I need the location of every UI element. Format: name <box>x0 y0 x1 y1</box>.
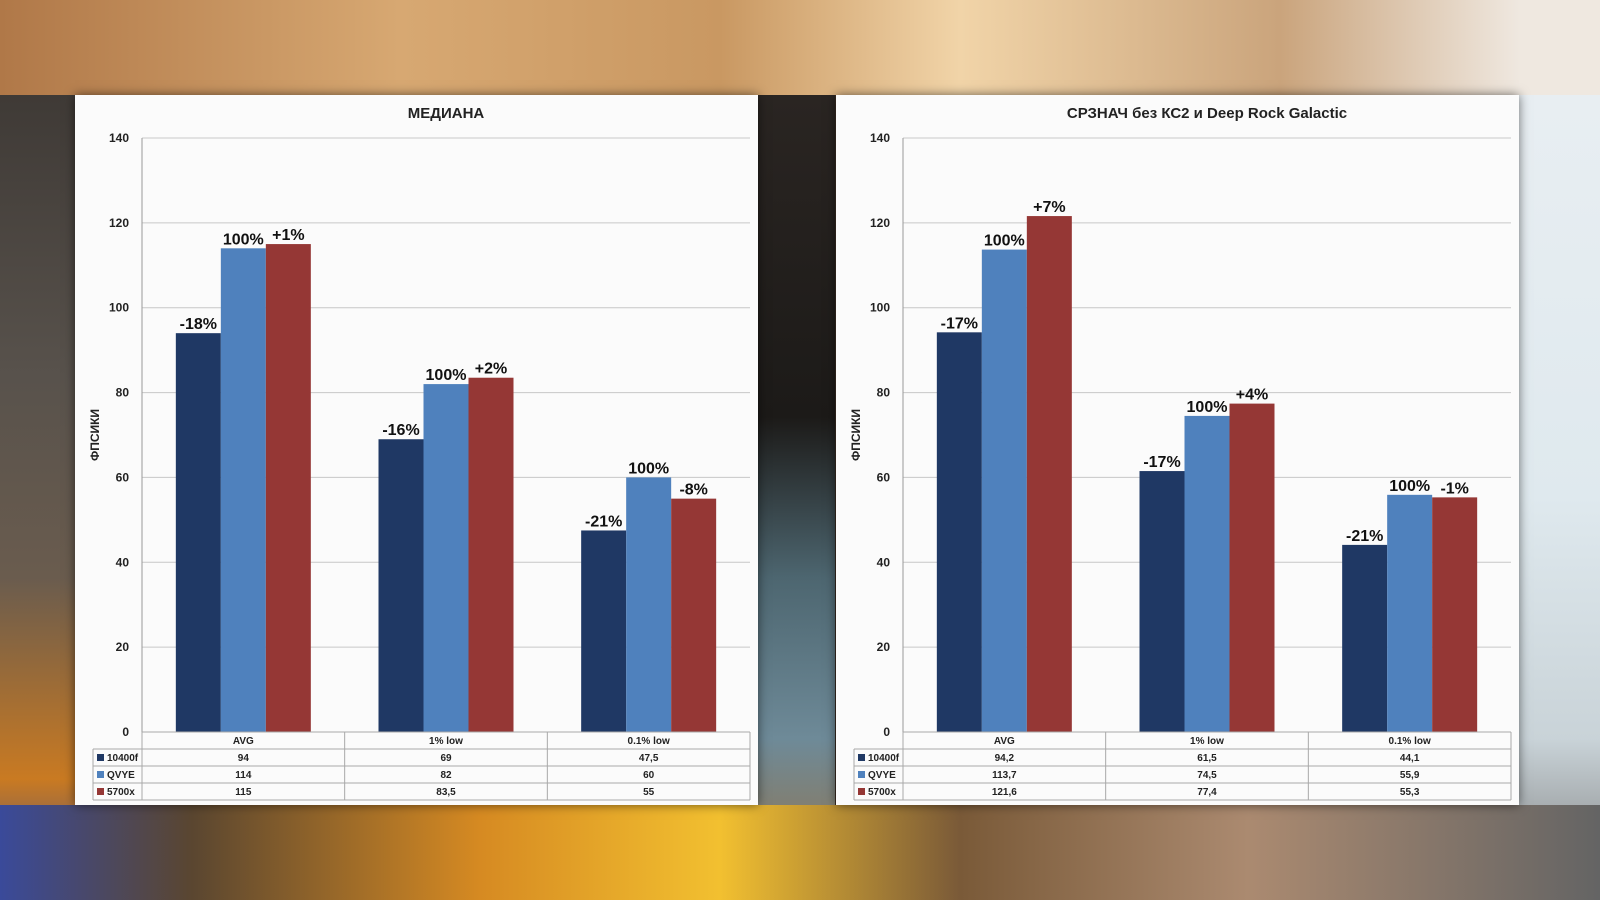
data-label: +7% <box>1033 199 1065 216</box>
legend-series-name: QVYE <box>107 770 135 781</box>
bar-QVYE <box>626 477 672 732</box>
bar-5700x <box>1432 497 1478 732</box>
y-tick-label: 100 <box>870 301 890 315</box>
y-tick-label: 0 <box>122 725 129 739</box>
bar-QVYE <box>1184 415 1230 732</box>
data-label: -18% <box>180 316 217 333</box>
data-label: -17% <box>1143 454 1180 471</box>
bar-10400f <box>378 439 424 732</box>
table-cell: 83,5 <box>436 787 456 798</box>
data-label: -8% <box>679 482 707 499</box>
chart-svg: МЕДИАНА ФПСИКИ 0 20 40 60 80 100 120 140 -18% -16% -… <box>88 105 751 801</box>
table-cell: 113,7 <box>992 770 1017 781</box>
table-cell: 94 <box>238 753 250 764</box>
data-label: -21% <box>585 513 622 530</box>
table-cell: 55,3 <box>1400 787 1420 798</box>
x-category-label: 0.1% low <box>1389 736 1431 747</box>
table-cell: 121,6 <box>992 787 1017 798</box>
bar-5700x <box>1229 403 1275 732</box>
data-label: 100% <box>1187 399 1228 416</box>
table-cell: 55,9 <box>1400 770 1420 781</box>
data-label: 100% <box>1389 478 1430 495</box>
y-axis-label: ФПСИКИ <box>88 409 102 461</box>
bar-10400f <box>1139 471 1185 732</box>
legend-swatch-QVYE <box>858 771 865 778</box>
bar-10400f <box>936 332 982 732</box>
bar-10400f <box>581 530 627 732</box>
legend-swatch-5700x <box>858 788 865 795</box>
bar-QVYE <box>220 248 266 733</box>
data-label: +4% <box>1236 387 1268 404</box>
legend-series-name: QVYE <box>868 770 896 781</box>
table-cell: 47,5 <box>639 753 659 764</box>
bar-10400f <box>175 333 221 732</box>
data-label: +2% <box>475 361 507 378</box>
chart-panel-median: МЕДИАНА ФПСИКИ 0 20 40 60 80 100 120 140 -18% -16% -… <box>75 95 758 805</box>
y-tick-label: 80 <box>116 386 130 400</box>
legend-series-name: 10400f <box>868 753 900 764</box>
x-category-label: AVG <box>233 736 254 747</box>
table-cell: 77,4 <box>1197 787 1217 798</box>
chart-svg: СРЗНАЧ без КС2 и Deep Rock Galactic ФПСИК… <box>849 105 1512 801</box>
data-label: 100% <box>984 233 1025 250</box>
y-tick-label: 20 <box>877 640 891 654</box>
data-label: 100% <box>426 367 467 384</box>
table-cell: 44,1 <box>1400 753 1420 764</box>
y-tick-label: 20 <box>116 640 130 654</box>
data-label: -1% <box>1440 480 1468 497</box>
table-cell: 61,5 <box>1197 753 1217 764</box>
table-cell: 55 <box>643 787 655 798</box>
table-cell: 114 <box>235 770 252 781</box>
y-tick-label: 120 <box>870 216 890 230</box>
table-cell: 74,5 <box>1197 770 1217 781</box>
data-label: 100% <box>223 231 264 248</box>
data-label: -21% <box>1346 528 1383 545</box>
bar-QVYE <box>1387 494 1433 732</box>
bar-5700x <box>671 498 717 732</box>
legend-swatch-5700x <box>97 788 104 795</box>
table-cell: 82 <box>440 770 452 781</box>
bar-10400f <box>1342 544 1388 732</box>
y-tick-label: 140 <box>870 131 890 145</box>
data-label: -16% <box>382 422 419 439</box>
bar-QVYE <box>981 249 1027 732</box>
y-tick-label: 80 <box>877 386 891 400</box>
legend-series-name: 5700x <box>868 787 896 798</box>
table-cell: 60 <box>643 770 655 781</box>
legend-series-name: 10400f <box>107 753 139 764</box>
bar-5700x <box>468 377 514 732</box>
table-cell: 69 <box>440 753 452 764</box>
x-category-label: 1% low <box>1190 736 1224 747</box>
y-tick-label: 40 <box>116 555 130 569</box>
y-tick-label: 60 <box>877 470 891 484</box>
y-axis-label: ФПСИКИ <box>849 409 863 461</box>
legend-series-name: 5700x <box>107 787 135 798</box>
table-cell: 115 <box>235 787 252 798</box>
bar-QVYE <box>423 384 469 732</box>
legend-swatch-QVYE <box>97 771 104 778</box>
data-label: +1% <box>272 227 304 244</box>
y-tick-label: 60 <box>116 470 130 484</box>
bar-5700x <box>265 244 311 733</box>
legend-swatch-10400f <box>97 754 104 761</box>
y-tick-label: 120 <box>109 216 129 230</box>
data-label: -17% <box>941 315 978 332</box>
legend-swatch-10400f <box>858 754 865 761</box>
y-tick-label: 100 <box>109 301 129 315</box>
y-tick-label: 40 <box>877 555 891 569</box>
chart-panel-average: СРЗНАЧ без КС2 и Deep Rock Galactic ФПСИК… <box>836 95 1519 805</box>
data-label: 100% <box>628 460 669 477</box>
chart-title: СРЗНАЧ без КС2 и Deep Rock Galactic <box>1067 105 1347 122</box>
x-category-label: 0.1% low <box>628 736 670 747</box>
x-category-label: AVG <box>994 736 1015 747</box>
bar-5700x <box>1026 216 1072 732</box>
y-tick-label: 140 <box>109 131 129 145</box>
y-tick-label: 0 <box>883 725 890 739</box>
x-category-label: 1% low <box>429 736 463 747</box>
chart-title: МЕДИАНА <box>408 105 485 122</box>
table-cell: 94,2 <box>995 753 1015 764</box>
